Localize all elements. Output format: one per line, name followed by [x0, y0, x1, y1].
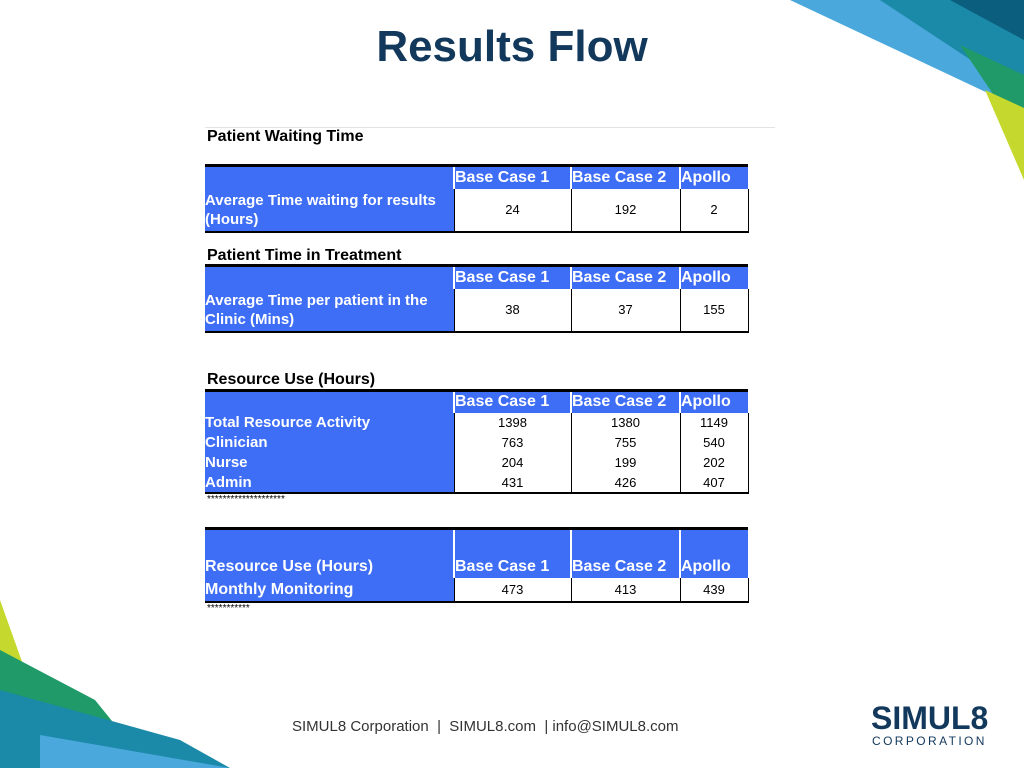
sheet-gridline [205, 127, 775, 128]
top-right-light-blue-stripe [790, 0, 1024, 110]
column-header: Base Case 1 [453, 389, 571, 413]
table-cell: 431 [453, 472, 572, 494]
table-cell: 192 [570, 188, 681, 233]
row-label: Nurse [205, 452, 454, 473]
table-cell: 2 [679, 188, 749, 233]
simul8-logo: SIMUL8 CORPORATION [868, 700, 1000, 752]
table-cell: 155 [679, 288, 749, 333]
row-label: Average Time per patient in the Clinic (… [205, 288, 454, 333]
table-cell: 1149 [679, 412, 749, 433]
table-cell: 38 [453, 288, 572, 333]
table-cell: 473 [453, 577, 572, 603]
slide-title: Results Flow [376, 22, 648, 71]
table-cell: 407 [679, 472, 749, 494]
table-cell: 199 [570, 452, 681, 473]
patient-treatment-table: Base Case 1 Base Case 2 Apollo Average T… [205, 264, 749, 333]
top-right-lime-stripe [985, 90, 1024, 180]
column-header: Apollo [679, 389, 748, 413]
table-cell: 540 [679, 432, 749, 453]
resource-use-table: Base Case 1 Base Case 2 Apollo Total Res… [205, 389, 749, 494]
row-label: Resource Use (Hours) [205, 527, 454, 578]
section-title-patient-waiting: Patient Waiting Time [207, 128, 364, 145]
logo-wordmark: SIMUL8 [871, 700, 989, 736]
table-cell: 37 [570, 288, 681, 333]
footer-contact: SIMUL8 Corporation | SIMUL8.com | info@S… [292, 718, 679, 735]
column-header: Apollo [679, 164, 748, 189]
table-header-blank [205, 264, 454, 289]
column-header: Base Case 1 [453, 527, 571, 578]
column-header: Base Case 1 [453, 264, 571, 289]
table-header-blank [205, 389, 454, 413]
column-header: Base Case 2 [570, 264, 680, 289]
section-title-patient-treatment: Patient Time in Treatment [207, 247, 402, 264]
table-cell: 24 [453, 188, 572, 233]
row-label: Monthly Monitoring [205, 577, 454, 603]
column-header: Base Case 2 [570, 527, 680, 578]
row-label: Clinician [205, 432, 454, 453]
table-cell: 426 [570, 472, 681, 494]
stars-separator: *********** [207, 603, 250, 614]
column-header: Base Case 1 [453, 164, 571, 189]
patient-waiting-table: Base Case 1 Base Case 2 Apollo Average T… [205, 164, 749, 233]
table-cell: 204 [453, 452, 572, 473]
column-header: Apollo [679, 527, 748, 578]
column-header: Base Case 2 [570, 164, 680, 189]
row-label: Total Resource Activity [205, 412, 454, 433]
monitoring-table: Resource Use (Hours) Base Case 1 Base Ca… [205, 527, 749, 603]
table-cell: 202 [679, 452, 749, 473]
logo-subtitle: CORPORATION [872, 734, 987, 748]
bottom-left-light-blue-stripe [40, 735, 230, 768]
stars-separator: ******************** [207, 494, 285, 505]
row-label: Average Time waiting for results (Hours) [205, 188, 454, 233]
section-title-resource-use: Resource Use (Hours) [207, 371, 376, 388]
column-header: Apollo [679, 264, 748, 289]
table-cell: 413 [570, 577, 681, 603]
table-cell: 1398 [453, 412, 572, 433]
table-cell: 1380 [570, 412, 681, 433]
row-label: Admin [205, 472, 454, 494]
table-cell: 755 [570, 432, 681, 453]
column-header: Base Case 2 [570, 389, 680, 413]
top-right-dark-stripe [950, 0, 1024, 40]
table-header-blank [205, 164, 454, 189]
table-cell: 763 [453, 432, 572, 453]
table-cell: 439 [679, 577, 749, 603]
